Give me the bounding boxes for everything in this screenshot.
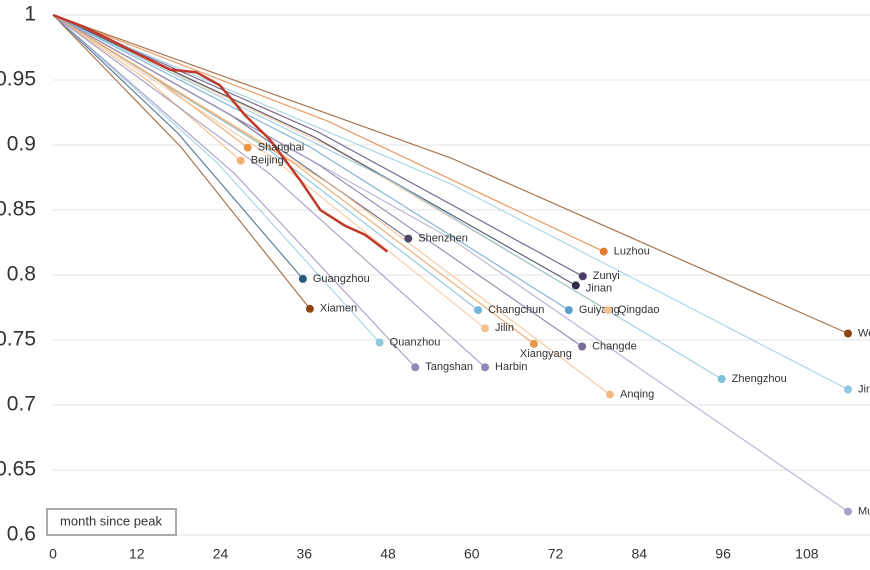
city-label: Guiyang xyxy=(579,304,620,316)
endpoint xyxy=(529,339,538,348)
city-label: Wenz xyxy=(858,327,870,339)
highlight-line xyxy=(52,13,389,253)
x-axis-label: month since peak xyxy=(60,513,162,528)
city-label: Jinz xyxy=(858,383,870,395)
y-tick-label: 0.7 xyxy=(7,393,36,416)
endpoint xyxy=(305,304,314,313)
city-label: Changchun xyxy=(488,304,544,316)
city-label: Tangshan xyxy=(425,361,473,373)
x-tick-label: 96 xyxy=(715,546,731,562)
x-tick-label: 24 xyxy=(213,546,229,562)
series-line xyxy=(52,14,584,277)
endpoint xyxy=(375,338,384,347)
series-line xyxy=(52,14,722,380)
endpoint xyxy=(243,143,252,152)
endpoint xyxy=(571,281,580,290)
endpoint xyxy=(844,507,853,516)
series-line xyxy=(52,14,849,335)
y-tick-label: 0.95 xyxy=(0,68,36,91)
endpoint xyxy=(844,385,853,394)
endpoint xyxy=(603,306,612,315)
x-tick-label: 0 xyxy=(49,546,57,562)
endpoint xyxy=(717,375,726,383)
x-tick-label: 84 xyxy=(632,546,648,562)
x-tick-label: 60 xyxy=(464,546,480,562)
endpoint xyxy=(298,274,307,283)
series-line xyxy=(52,14,486,329)
city-label: Shenzhen xyxy=(418,233,468,245)
endpoint xyxy=(578,342,587,351)
y-tick-label: 0.65 xyxy=(0,458,36,481)
series-line xyxy=(52,14,416,368)
city-label: Luzhou xyxy=(614,246,650,258)
y-tick-label: 0.9 xyxy=(7,133,36,156)
y-tick-label: 0.8 xyxy=(7,263,36,286)
city-label: Jinan xyxy=(586,282,612,294)
series-line xyxy=(52,14,609,311)
endpoint xyxy=(599,247,608,256)
city-label: Beijing xyxy=(251,155,284,167)
y-tick-label: 1 xyxy=(24,3,36,26)
city-label: Anqing xyxy=(620,389,654,401)
city-label: Guangzhou xyxy=(313,273,370,285)
endpoint xyxy=(844,329,853,338)
series-line xyxy=(52,14,849,513)
city-label: Xiamen xyxy=(320,303,357,315)
series-line xyxy=(52,14,570,311)
city-label: Changde xyxy=(592,340,637,352)
endpoint xyxy=(481,363,490,372)
axis-label-box xyxy=(46,508,177,536)
endpoint xyxy=(481,324,490,333)
x-tick-label: 36 xyxy=(296,546,312,562)
endpoint xyxy=(411,363,420,372)
endpoint xyxy=(564,306,573,315)
series-line xyxy=(52,14,304,280)
x-tick-label: 48 xyxy=(380,546,396,562)
x-tick-label: 72 xyxy=(548,546,564,562)
y-tick-label: 0.6 xyxy=(7,523,36,546)
city-label: Quanzhou xyxy=(390,337,441,349)
y-tick-label: 0.85 xyxy=(0,198,36,221)
endpoint xyxy=(236,156,245,165)
city-label: Xiangyang xyxy=(520,348,572,360)
x-tick-label: 108 xyxy=(795,546,819,562)
city-label: Qingdao xyxy=(618,304,660,316)
city-label: Jilin xyxy=(495,322,514,334)
endpoint xyxy=(474,306,483,315)
series-line xyxy=(52,14,381,344)
city-label: Harbin xyxy=(495,361,527,373)
series-line xyxy=(52,14,604,253)
city-label: Mudan xyxy=(858,506,870,518)
city-label: Zunyi xyxy=(593,270,620,282)
city-label: Shanghai xyxy=(258,142,305,154)
y-tick-label: 0.75 xyxy=(0,328,36,351)
series-line xyxy=(52,14,611,396)
city-label: Zhengzhou xyxy=(732,373,787,385)
series-line xyxy=(52,14,311,310)
endpoint xyxy=(606,390,615,399)
series-line xyxy=(52,14,242,162)
series-line xyxy=(52,14,486,368)
endpoint xyxy=(404,234,413,243)
endpoint xyxy=(578,272,587,281)
x-tick-label: 12 xyxy=(129,546,145,562)
